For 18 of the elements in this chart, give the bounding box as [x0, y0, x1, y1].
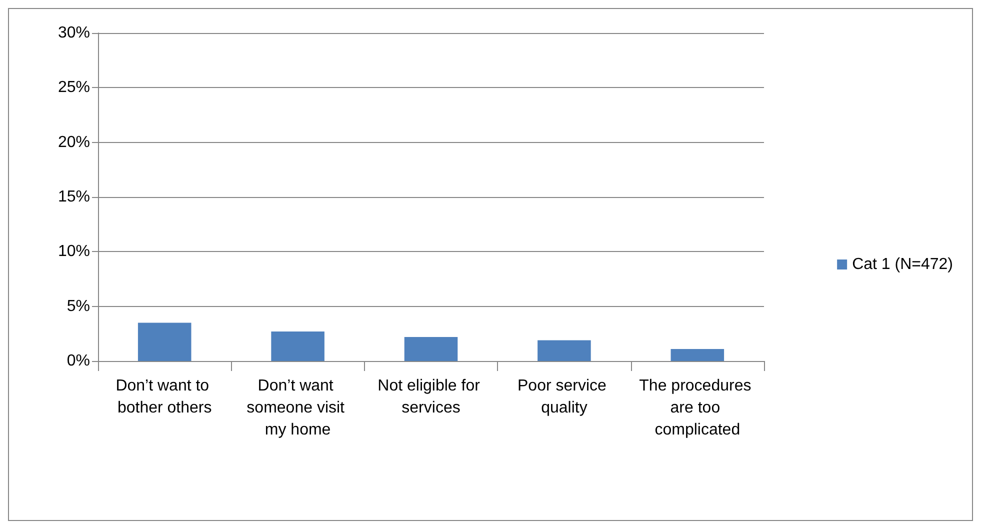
bar	[538, 340, 591, 361]
bar	[138, 322, 192, 361]
x-tick-label: Don’t want someone visit my home	[246, 378, 349, 438]
bar	[670, 348, 724, 361]
y-tick-label: 20%	[58, 134, 90, 151]
y-tick-label: 30%	[58, 24, 90, 42]
legend-label: Cat 1 (N=472)	[852, 256, 953, 273]
x-tick-label: Not eligible for services	[378, 378, 484, 416]
x-tick-label: The procedures are too complicated	[639, 378, 756, 438]
y-tick-label: 15%	[58, 188, 90, 206]
y-tick-label: 10%	[58, 243, 90, 260]
y-tick-label: 5%	[66, 298, 90, 315]
x-tick-label: Poor service quality	[518, 378, 611, 416]
bar	[271, 331, 324, 361]
x-tick-label: Don’t want to bother others	[116, 378, 214, 416]
y-tick-label: 0%	[66, 352, 90, 370]
bar	[404, 336, 458, 361]
y-tick-label: 25%	[58, 79, 90, 96]
